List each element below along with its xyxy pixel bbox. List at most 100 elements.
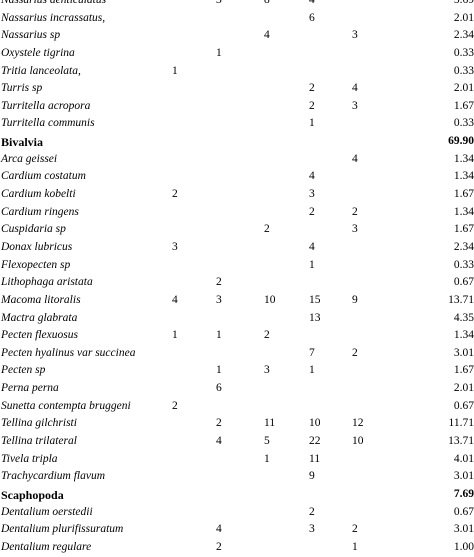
- count-cell: 1: [172, 329, 178, 342]
- table-row: Oxystele tigrina 1 0.33: [0, 45, 474, 63]
- percent-cell: 0.67: [453, 399, 474, 412]
- percent-cell: 1.67: [453, 188, 474, 201]
- count-cell: 11: [309, 452, 321, 465]
- species-name: Arca geissei: [1, 152, 58, 165]
- count-cell: 3: [309, 188, 315, 201]
- table-row: Macoma litoralis 4 3 10 15 9 13.71: [0, 292, 474, 310]
- species-name: Mactra glabrata: [1, 311, 78, 324]
- table-row: Pecten hyalinus var succinea 7 2 3.01: [0, 345, 474, 363]
- percent-cell: 4.01: [453, 452, 474, 465]
- percent-cell: 2.01: [453, 82, 474, 95]
- count-cell: 2: [309, 82, 315, 95]
- species-name: Dentalium regulare: [1, 540, 92, 553]
- percent-cell: 0.33: [453, 64, 474, 77]
- count-cell: 13: [309, 311, 321, 324]
- count-cell: 3: [352, 29, 358, 42]
- species-name: Turritella acropora: [1, 99, 91, 112]
- species-name: Nassarius denticulatus: [1, 0, 107, 6]
- species-name: Oxystele tigrina: [1, 46, 75, 59]
- species-name: Perna perna: [1, 382, 59, 395]
- species-name: Donax lubricus: [1, 240, 73, 253]
- percent-cell: 2.01: [453, 11, 474, 24]
- count-cell: 2: [172, 188, 178, 201]
- count-cell: 1: [352, 540, 358, 553]
- count-cell: 4: [216, 523, 222, 536]
- section-title: Scaphopoda: [1, 487, 64, 502]
- species-name: Pecten sp: [1, 364, 46, 377]
- count-cell: 2: [309, 505, 315, 518]
- count-cell: 10: [264, 293, 276, 306]
- species-name: Tivela tripla: [1, 452, 58, 465]
- count-cell: 1: [309, 117, 315, 130]
- count-cell: 3: [216, 293, 222, 306]
- species-name: Turris sp: [1, 82, 43, 95]
- species-name: Sunetta contempta bruggeni: [1, 399, 131, 412]
- table-row: Dentalium regulare 2 1 1.00: [0, 539, 474, 557]
- count-cell: 9: [309, 470, 315, 483]
- count-cell: 2: [216, 276, 222, 289]
- percent-cell: 13.71: [448, 435, 474, 448]
- table-row: Pecten sp 1 3 1 1.67: [0, 362, 474, 380]
- count-cell: 4: [172, 293, 178, 306]
- percent-cell: 0.67: [453, 276, 474, 289]
- species-name: Tritia lanceolata,: [1, 64, 81, 77]
- count-cell: 1: [172, 64, 178, 77]
- table-row: Trachycardium flavum 9 3.01: [0, 468, 474, 486]
- species-name: Trachycardium flavum: [1, 470, 106, 483]
- count-cell: 11: [264, 417, 276, 430]
- table-row: Donax lubricus 3 4 2.34: [0, 239, 474, 257]
- percent-cell: 1.00: [453, 540, 474, 553]
- table-row: Tellina trilateral 4 5 22 10 13.71: [0, 433, 474, 451]
- count-cell: 6: [309, 11, 315, 24]
- species-name: Cardium costatum: [1, 170, 86, 183]
- species-name: Dentalium plurifissuratum: [1, 523, 124, 536]
- count-cell: 2: [309, 99, 315, 112]
- percent-cell: 11.71: [448, 417, 474, 430]
- count-cell: 2: [352, 346, 358, 359]
- count-cell: 1: [216, 329, 222, 342]
- count-cell: 3: [216, 0, 222, 6]
- count-cell: 4: [309, 170, 315, 183]
- species-name: Cardium kobelti: [1, 188, 76, 201]
- table-row: Flexopecten sp 1 0.33: [0, 257, 474, 275]
- count-cell: 2: [352, 205, 358, 218]
- section-row: Bivalvia 69.90: [0, 133, 474, 151]
- count-cell: 4: [309, 0, 315, 6]
- percent-cell: 3.01: [453, 470, 474, 483]
- percent-cell: 0.33: [453, 258, 474, 271]
- percent-cell: 4.35: [453, 311, 474, 324]
- species-name: Tellina trilateral: [1, 435, 77, 448]
- species-name: Pecten hyalinus var succinea: [1, 346, 136, 359]
- count-cell: 9: [352, 293, 358, 306]
- count-cell: 4: [216, 435, 222, 448]
- table-row: Nassarius sp 4 3 2.34: [0, 27, 474, 45]
- species-name: Tellina gilchristi: [1, 417, 77, 430]
- count-cell: 4: [352, 152, 358, 165]
- count-cell: 15: [309, 293, 321, 306]
- count-cell: 8: [264, 0, 270, 6]
- count-cell: 5: [264, 435, 270, 448]
- percent-cell: 2.34: [453, 240, 474, 253]
- species-name: Turritella communis: [1, 117, 95, 130]
- count-cell: 2: [309, 205, 315, 218]
- species-name: Cuspidaria sp: [1, 223, 66, 236]
- percent-cell: 0.67: [453, 505, 474, 518]
- count-cell: 10: [352, 435, 364, 448]
- count-cell: 3: [352, 99, 358, 112]
- table-row: Turritella acropora 2 3 1.67: [0, 98, 474, 116]
- species-name: Dentalium oerstedii: [1, 505, 93, 518]
- table-row: Perna perna 6 2.01: [0, 380, 474, 398]
- count-cell: 10: [309, 417, 321, 430]
- percent-cell: 1.34: [453, 205, 474, 218]
- count-cell: 1: [216, 364, 222, 377]
- count-cell: 2: [264, 223, 270, 236]
- count-cell: 6: [216, 382, 222, 395]
- table-row: Tritia lanceolata, 1 0.33: [0, 63, 474, 81]
- table-row: Turris sp 2 4 2.01: [0, 80, 474, 98]
- count-cell: 12: [352, 417, 364, 430]
- species-name: Flexopecten sp: [1, 258, 71, 271]
- percent-cell: 1.67: [453, 364, 474, 377]
- species-name: Nassarius sp: [1, 29, 61, 42]
- percent-cell: 13.71: [448, 293, 474, 306]
- table-row: Turritella communis 1 0.33: [0, 115, 474, 133]
